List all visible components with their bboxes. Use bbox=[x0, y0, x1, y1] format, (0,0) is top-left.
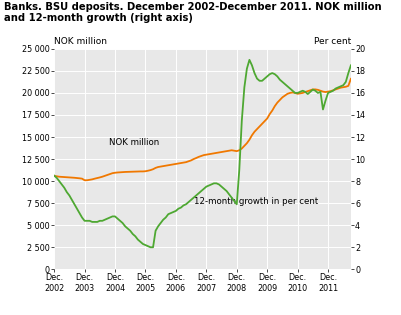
Text: Banks. BSU deposits. December 2002-December 2011. NOK million: Banks. BSU deposits. December 2002-Decem… bbox=[4, 2, 382, 12]
Text: NOK million: NOK million bbox=[54, 37, 107, 46]
Text: and 12-month growth (right axis): and 12-month growth (right axis) bbox=[4, 13, 193, 23]
Text: NOK million: NOK million bbox=[109, 138, 159, 147]
Text: 12-month growth in per cent: 12-month growth in per cent bbox=[194, 197, 318, 206]
Text: Per cent: Per cent bbox=[314, 37, 351, 46]
